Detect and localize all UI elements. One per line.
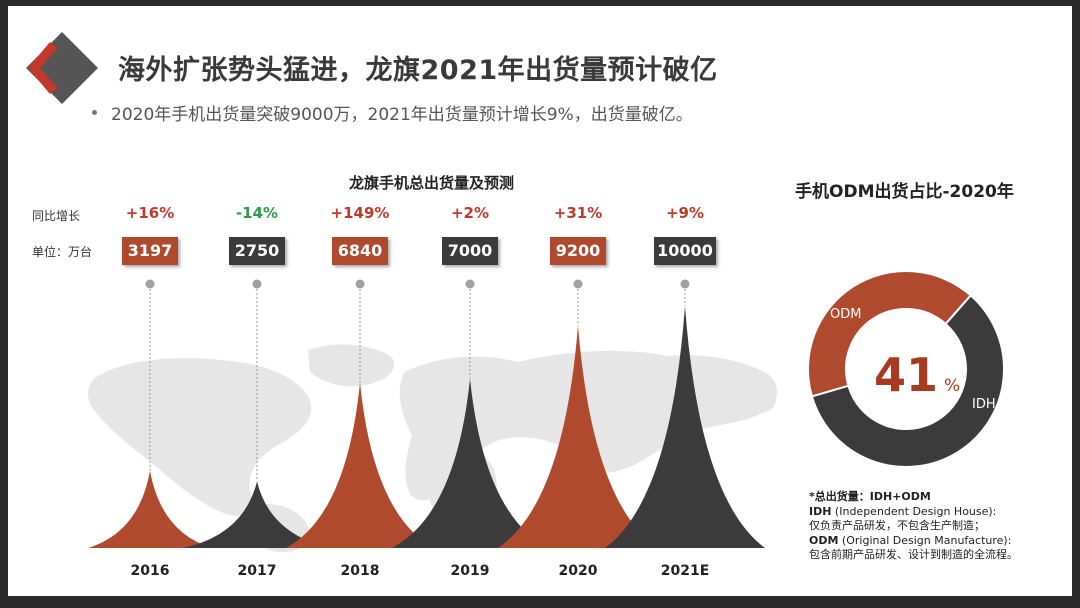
value-label-2018: 6840	[332, 237, 388, 265]
note-idh-full: (Independent Design House):	[831, 504, 997, 518]
note-odm-term: ODM	[809, 533, 839, 547]
peak-2020	[498, 325, 658, 548]
peak-2016	[88, 470, 212, 548]
peak-2019	[392, 378, 548, 548]
leader-dot-2020	[573, 279, 583, 289]
value-label-2016: 3197	[122, 237, 178, 265]
growth-label-2019: +2%	[450, 204, 490, 222]
peak-2018	[286, 382, 434, 548]
note-idh-desc: 仅负责产品研发，不包含生产制造；	[809, 519, 985, 532]
note-odm-desc: 包含前期产品研发、设计到制造的全流程。	[809, 548, 1018, 561]
bullet-text: 2020年手机出货量突破9000万，2021年出货量预计增长9%，出货量破亿。	[92, 100, 693, 125]
growth-label-2017: -14%	[235, 204, 279, 222]
page-title: 海外扩张势头猛进，龙旗2021年出货量预计破亿	[118, 55, 718, 86]
donut-center-unit: %	[944, 376, 961, 396]
leader-dot-2021E	[680, 279, 690, 289]
leader-dot-2019	[465, 279, 475, 289]
note-idh-term: IDH	[809, 504, 832, 518]
note-odm-full: (Original Design Manufacture):	[838, 533, 1012, 547]
donut-slice-idh	[810, 293, 1005, 468]
peak-series	[88, 306, 765, 548]
leader-dot-2017	[252, 279, 262, 289]
donut-chart	[807, 270, 1005, 468]
growth-label-2018: +149%	[330, 204, 390, 222]
year-label-2019: 2019	[450, 563, 490, 579]
footnotes: *总出货量：IDH+ODM IDH (Independent Design Ho…	[809, 490, 1018, 563]
year-label-2016: 2016	[130, 563, 170, 579]
bullet-dot	[92, 109, 97, 115]
chart-title: 龙旗手机总出货量及预测	[349, 174, 515, 192]
growth-label-2020: +31%	[553, 204, 603, 222]
logo-icon	[26, 32, 98, 104]
value-label-2017: 2750	[229, 237, 285, 265]
donut-center-value: 41%	[874, 348, 960, 402]
year-label-2018: 2018	[340, 563, 380, 579]
value-label-2020: 9200	[550, 237, 606, 265]
note-total: *总出货量：IDH+ODM	[809, 490, 931, 503]
growth-row-label: 同比增长	[32, 209, 81, 223]
value-label-2019: 7000	[442, 237, 498, 265]
donut-slice-odm	[807, 270, 973, 398]
chart-canvas	[88, 279, 778, 553]
slide: 海外扩张势头猛进，龙旗2021年出货量预计破亿 2020年手机出货量突破9000…	[8, 6, 1072, 596]
donut-label-idh: IDH	[972, 397, 996, 412]
peak-2017	[183, 481, 331, 548]
year-label-2017: 2017	[237, 563, 277, 579]
donut-title: 手机ODM出货占比-2020年	[795, 182, 1014, 202]
value-label-2021E: 10000	[654, 237, 716, 265]
donut-label-odm: ODM	[830, 307, 862, 322]
growth-label-2016: +16%	[125, 204, 175, 222]
leader-lines	[145, 279, 690, 482]
leader-dot-2016	[145, 279, 155, 289]
growth-label-2021E: +9%	[665, 204, 705, 222]
year-label-2021E: 2021E	[660, 563, 710, 579]
year-label-2020: 2020	[558, 563, 598, 579]
donut-center-number: 41	[874, 348, 939, 402]
unit-row-label: 单位：万台	[32, 245, 93, 259]
leader-dot-2018	[355, 279, 365, 289]
peak-2021E	[605, 306, 765, 548]
bullet-label: 2020年手机出货量突破9000万，2021年出货量预计增长9%，出货量破亿。	[111, 105, 693, 125]
